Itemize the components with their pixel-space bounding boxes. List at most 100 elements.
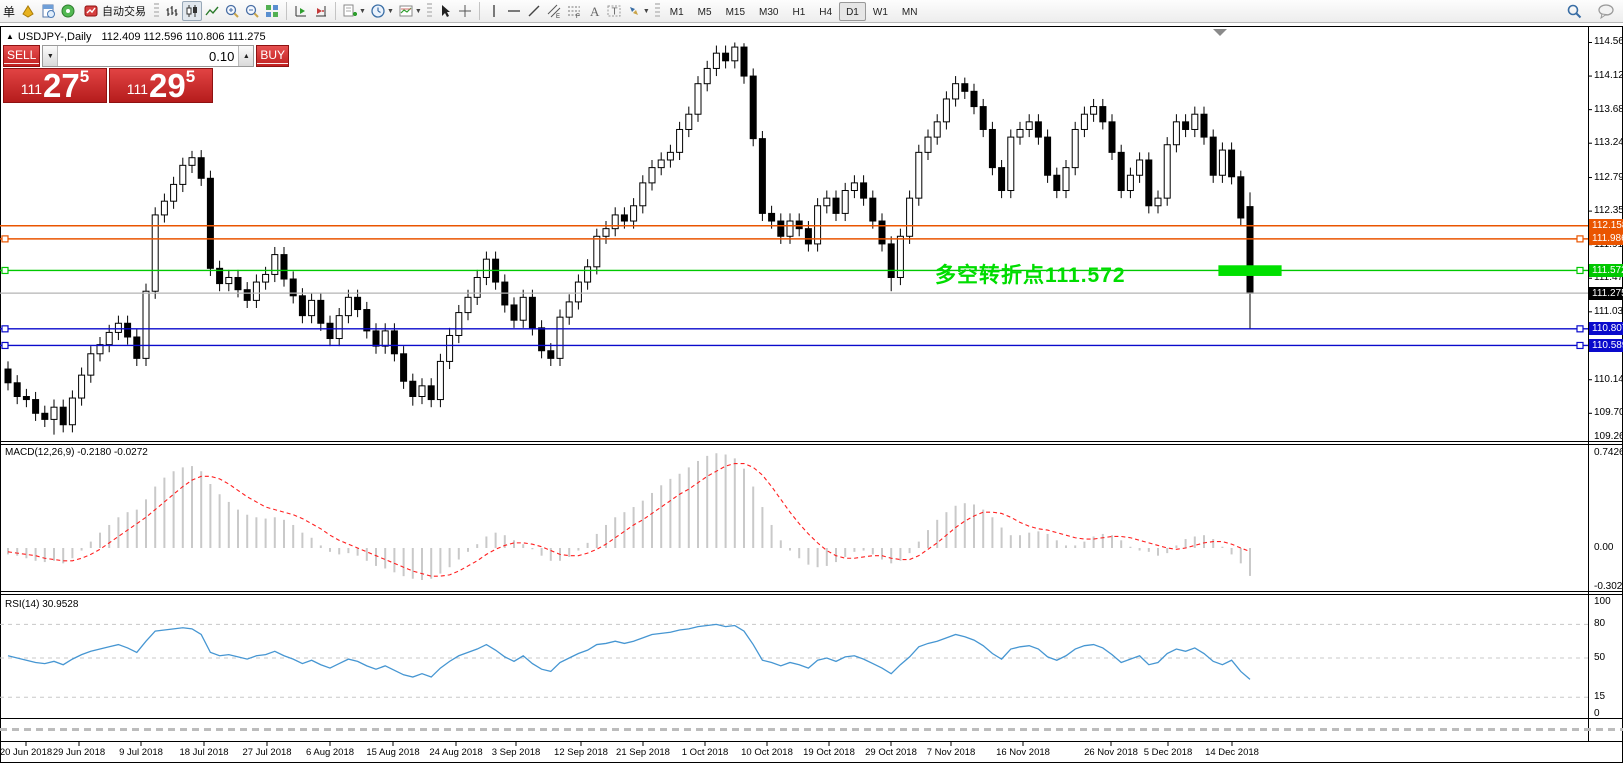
auto-scroll-icon[interactable] <box>291 1 311 21</box>
price-tick-label: 112.350 <box>1594 205 1623 217</box>
rsi-line <box>7 623 1251 680</box>
date-tick-label: 7 Nov 2018 <box>926 747 976 758</box>
macd-tick-label: 0.7426 <box>1594 446 1623 458</box>
date-tick-label: 27 Jul 2018 <box>242 747 292 758</box>
toolbar-separator <box>286 2 288 20</box>
volume-input[interactable] <box>58 46 239 66</box>
date-tick-label: 24 Aug 2018 <box>429 747 483 758</box>
turning-point-annotation[interactable]: 多空转折点111.572 <box>935 264 1126 287</box>
date-tick-label: 29 Jun 2018 <box>52 747 106 758</box>
text-icon[interactable]: A <box>584 1 604 21</box>
timeframe-button-m5[interactable]: M5 <box>697 6 712 18</box>
zoom-out-icon[interactable] <box>242 1 262 21</box>
sell-price-button[interactable]: 111 27 5 <box>3 67 107 103</box>
timeframe-button-m15[interactable]: M15 <box>725 6 746 18</box>
toolbar-separator <box>478 2 480 20</box>
date-tick-label: 18 Jul 2018 <box>179 747 229 758</box>
timeframe-button-d1[interactable]: D1 <box>839 1 866 21</box>
toolbar: 单 自动交易 <box>0 0 1623 23</box>
chart-window-bottom-border <box>0 762 1623 763</box>
price-tick-label: 110.140 <box>1594 373 1623 385</box>
rsi-tick-label: 80 <box>1594 618 1606 630</box>
chat-icon[interactable] <box>1595 1 1617 21</box>
bar-chart-icon[interactable] <box>162 1 182 21</box>
vertical-line-icon[interactable] <box>484 1 504 21</box>
chart-shift-icon[interactable] <box>311 1 331 21</box>
timeframe-button-w1[interactable]: W1 <box>872 6 888 18</box>
zoom-in-icon[interactable] <box>222 1 242 21</box>
new-order-icon[interactable] <box>38 1 58 21</box>
date-tick-label: 1 Oct 2018 <box>681 747 729 758</box>
svg-text:T: T <box>611 7 617 18</box>
rsi-tick-label: 15 <box>1594 691 1606 703</box>
line-selection-handle <box>1576 235 1584 243</box>
volume-increase-button[interactable]: ▲ <box>238 46 254 66</box>
terminal-icon[interactable] <box>58 1 78 21</box>
toolbar-grip <box>654 3 660 19</box>
new-chart-icon[interactable]: ▼ <box>340 1 368 21</box>
chevron-down-icon: ▼ <box>386 7 394 15</box>
tile-windows-icon[interactable] <box>262 1 282 21</box>
toolbar-separator <box>335 2 337 20</box>
date-tick-label: 26 Nov 2018 <box>1084 747 1138 758</box>
sell-button[interactable]: SELL <box>3 45 41 67</box>
date-tick-label: 16 Nov 2018 <box>996 747 1050 758</box>
autotrading-button[interactable]: 自动交易 <box>78 1 151 21</box>
period-icon[interactable]: ▼ <box>368 1 396 21</box>
line-selection-handle <box>1 235 9 243</box>
toolbar-grip <box>426 3 432 19</box>
date-tick-label: 29 Oct 2018 <box>865 747 917 758</box>
timeframe-button-h4[interactable]: H4 <box>819 6 833 18</box>
rsi-tick-label: 0 <box>1594 708 1600 719</box>
candlestick-icon[interactable] <box>182 1 203 21</box>
templates-icon[interactable]: ▼ <box>396 1 424 21</box>
date-tick-label: 19 Oct 2018 <box>803 747 855 758</box>
level-price-chip: 110.807 <box>1589 322 1623 336</box>
panel-collapse-icon[interactable]: ▲ <box>6 32 14 41</box>
buy-price-button[interactable]: 111 29 5 <box>109 67 213 103</box>
timeframe-button-h1[interactable]: H1 <box>792 6 806 18</box>
chart-scrollbar[interactable] <box>0 728 1623 731</box>
buy-button[interactable]: BUY <box>256 45 290 67</box>
timeframe-button-mn[interactable]: MN <box>901 6 918 18</box>
line-chart-icon[interactable] <box>202 1 222 21</box>
horizontal-line-icon[interactable] <box>504 1 524 21</box>
search-icon[interactable] <box>1564 1 1585 21</box>
text-label-icon[interactable]: T <box>604 1 624 21</box>
cursor-icon[interactable] <box>435 1 455 21</box>
menu-clipped-label[interactable]: 单 <box>3 4 16 19</box>
volume-decrease-button[interactable]: ▼ <box>43 46 59 66</box>
line-selection-handle <box>1 266 9 275</box>
timeframe-button-m30[interactable]: M30 <box>759 6 779 18</box>
chevron-down-icon: ▼ <box>414 7 422 15</box>
level-price-chip: 111.572 <box>1589 263 1623 277</box>
fibonacci-icon[interactable]: F <box>564 1 584 21</box>
rsi-tick-label: 100 <box>1594 596 1611 607</box>
date-tick-label: 15 Aug 2018 <box>366 747 420 758</box>
channel-icon[interactable]: E <box>544 1 564 21</box>
turning-point-box <box>1218 265 1282 276</box>
line-selection-handle <box>1 325 9 333</box>
line-selection-handle <box>1576 341 1584 350</box>
price-tick-label: 114.560 <box>1594 36 1623 48</box>
chevron-down-icon: ▼ <box>642 7 650 15</box>
rsi-tick-label: 50 <box>1594 652 1606 663</box>
arrows-icon[interactable]: ▼ <box>624 1 652 21</box>
chart-title-row: ▲ USDJPY-,Daily 112.409 112.596 110.806 11… <box>6 31 266 43</box>
macd-histogram <box>7 453 1251 580</box>
timeframe-button-m1[interactable]: M1 <box>669 6 684 18</box>
candlestick-series[interactable] <box>4 42 1254 435</box>
rsi-label: RSI(14) 30.9528 <box>5 599 79 610</box>
line-selection-handle <box>1576 325 1584 333</box>
timeframe-toolbar: M1 M5 M15 M30 H1 H4 D1 W1 MN <box>663 1 925 21</box>
market-watch-icon[interactable] <box>18 1 38 21</box>
date-tick-label: 5 Dec 2018 <box>1143 747 1193 758</box>
level-price-chip: 111.986 <box>1589 232 1623 246</box>
svg-text:F: F <box>576 14 580 19</box>
chart-window-left-border <box>0 27 1 763</box>
crosshair-icon[interactable] <box>455 1 475 21</box>
symbol-period-label: USDJPY-,Daily <box>17 31 92 43</box>
price-tick-label: 111.030 <box>1594 305 1623 317</box>
trendline-icon[interactable] <box>524 1 544 21</box>
